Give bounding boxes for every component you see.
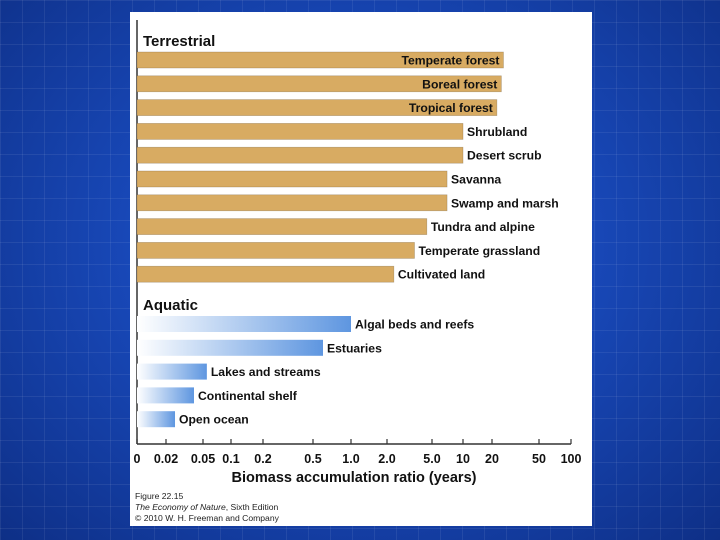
x-tick-label-7: 2.0 xyxy=(378,452,395,466)
book-edition: , Sixth Edition xyxy=(225,502,279,513)
book-citation: The Economy of Nature, Sixth Edition xyxy=(135,502,279,513)
x-tick-label-0: 0 xyxy=(134,452,141,466)
bar-boreal-forest xyxy=(136,75,502,93)
bar-label-estuaries: Estuaries xyxy=(327,341,382,355)
bar-open-ocean xyxy=(137,411,176,428)
group-header-terrestrial: Terrestrial xyxy=(143,33,215,50)
x-tick-label-9: 10 xyxy=(456,452,470,466)
bar-tropical-forest xyxy=(136,99,498,116)
bar-label-open-ocean: Open ocean xyxy=(179,413,249,427)
bar-label-savanna: Savanna xyxy=(451,173,501,187)
bar-label-desert-scrub: Desert scrub xyxy=(467,149,542,163)
bar-label-continental-shelf: Continental shelf xyxy=(198,389,298,403)
x-tick-label-1: 0.02 xyxy=(154,452,178,466)
bar-shrubland xyxy=(136,123,464,140)
bar-label-temperate-forest: Temperate forest xyxy=(401,54,499,68)
bar-temperate-forest xyxy=(136,51,504,69)
bar-label-boreal-forest: Boreal forest xyxy=(422,77,497,91)
x-tick-label-3: 0.1 xyxy=(222,452,239,466)
bar-savanna xyxy=(136,170,448,188)
bar-label-lakes-and-streams: Lakes and streams xyxy=(211,365,321,379)
bar-tundra-and-alpine xyxy=(136,218,428,235)
bar-label-tundra-and-alpine: Tundra and alpine xyxy=(431,220,535,234)
x-tick-label-6: 1.0 xyxy=(342,452,359,466)
bar-label-shrubland: Shrubland xyxy=(467,125,527,139)
bar-continental-shelf xyxy=(137,387,194,404)
biomass-chart: Terrestrial Temperate forest Boreal forest… xyxy=(134,20,582,486)
x-tick-label-12: 100 xyxy=(561,452,582,466)
bar-cultivated-land xyxy=(136,265,395,283)
figure-panel: Terrestrial Temperate forest Boreal forest… xyxy=(130,12,592,526)
bar-label-algal-beds-and-reefs: Algal beds and reefs xyxy=(355,318,474,332)
x-tick-label-5: 0.5 xyxy=(304,452,321,466)
bar-label-cultivated-land: Cultivated land xyxy=(398,268,485,282)
x-tick-label-2: 0.05 xyxy=(191,452,215,466)
bar-swamp-and-marsh xyxy=(136,194,448,212)
group-header-aquatic: Aquatic xyxy=(143,297,198,314)
bar-lakes-and-streams xyxy=(137,363,207,380)
x-tick-label-4: 0.2 xyxy=(254,452,271,466)
x-tick-label-11: 50 xyxy=(532,452,546,466)
bar-estuaries xyxy=(137,339,323,356)
bar-desert-scrub xyxy=(136,146,464,164)
bar-label-swamp-and-marsh: Swamp and marsh xyxy=(451,196,559,210)
book-title: The Economy of Nature xyxy=(135,502,226,513)
bar-algal-beds-and-reefs xyxy=(137,316,351,332)
figure-caption: Figure 22.15 The Economy of Nature, Sixt… xyxy=(135,491,279,525)
bar-label-temperate-grassland: Temperate grassland xyxy=(418,244,540,258)
bar-label-tropical-forest: Tropical forest xyxy=(409,101,493,115)
x-tick-label-8: 5.0 xyxy=(423,452,440,466)
figure-number: Figure 22.15 xyxy=(135,491,184,501)
x-axis-title: Biomass accumulation ratio (years) xyxy=(232,470,477,486)
x-tick-label-10: 20 xyxy=(485,452,499,466)
copyright-line: © 2010 W. H. Freeman and Company xyxy=(135,513,279,524)
bar-temperate-grassland xyxy=(136,242,415,259)
